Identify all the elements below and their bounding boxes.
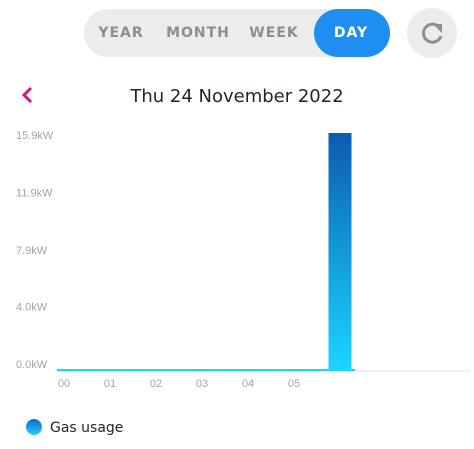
legend-swatch [26,419,42,435]
y-tick-label: 11.9kW [16,188,53,200]
y-tick-label: 15.9kW [16,130,54,142]
y-tick-label: 4.0kW [16,301,48,313]
y-tick-label: 0.0kW [16,359,48,371]
x-tick-label: 02 [150,378,162,390]
x-tick-label: 03 [196,378,208,390]
bar [328,133,352,369]
refresh-button[interactable] [407,8,457,58]
tab-week[interactable]: WEEK [249,25,299,41]
tab-day[interactable]: DAY [334,25,368,41]
y-tick-label: 7.9kW [16,245,48,257]
tab-year[interactable]: YEAR [97,25,143,41]
x-tick-label: 04 [242,378,254,390]
tab-selected [314,9,390,57]
tab-month[interactable]: MONTH [166,25,230,41]
date-title: Thu 24 November 2022 [129,86,343,107]
legend-label: Gas usage [50,420,123,436]
x-tick-label: 01 [104,378,116,390]
x-tick-label: 05 [288,378,300,390]
back-button[interactable] [21,86,33,104]
x-tick-label: 00 [58,378,70,390]
tab-bar [84,9,390,57]
